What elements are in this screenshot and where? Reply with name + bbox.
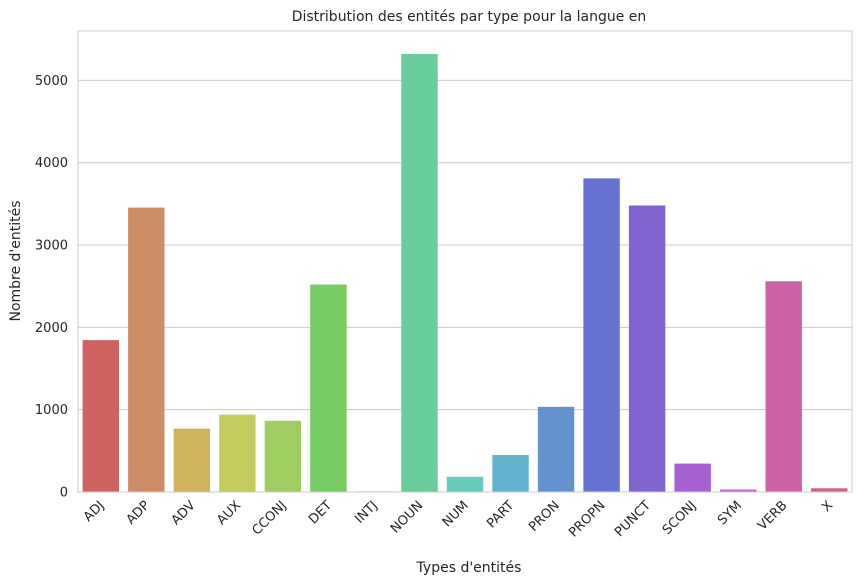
x-tick-label: AUX: [214, 498, 244, 528]
y-tick-label: 4000: [35, 156, 68, 171]
bar-propn: [583, 178, 620, 493]
bar-num: [446, 476, 484, 492]
chart-title: Distribution des entités par type pour l…: [292, 9, 647, 25]
bar-det: [310, 284, 347, 492]
y-tick-label: 1000: [35, 403, 68, 418]
bar-part: [492, 454, 529, 492]
x-tick-label: PRON: [526, 498, 563, 535]
x-tick-label: PART: [484, 498, 517, 531]
bar-noun: [401, 54, 438, 493]
bar-adp: [128, 207, 165, 492]
x-tick-label: SYM: [715, 498, 745, 528]
x-tick-label: PROPN: [566, 498, 608, 540]
bar-adj: [82, 340, 119, 492]
bar-sconj: [674, 463, 711, 492]
y-axis-label: Nombre d'entités: [8, 200, 24, 321]
bar-cconj: [264, 420, 302, 492]
x-tick-label: PUNCT: [612, 498, 654, 540]
bar-aux: [219, 414, 256, 492]
plot-frame: [77, 30, 853, 493]
x-tick-label: ADP: [124, 498, 154, 528]
x-tick-label: VERB: [755, 498, 790, 533]
x-tick-label: X: [819, 498, 836, 515]
bar-verb: [765, 281, 802, 492]
y-tick-label: 5000: [35, 74, 68, 89]
x-tick-labels: ADJ ADP ADV AUX CCONJ DET INTJ NOUN NUM PART PRON P…: [81, 498, 836, 540]
x-tick-label: SCONJ: [660, 498, 700, 538]
x-axis-label: Types d'entités: [416, 560, 522, 576]
x-tick-label: ADV: [169, 498, 199, 528]
y-tick-labels: 0 1000 2000 3000 4000 5000: [35, 74, 68, 501]
bar-adv: [173, 428, 211, 492]
y-tick-label: 2000: [35, 321, 68, 336]
y-tick-label: 0: [60, 486, 68, 501]
x-tick-label: ADJ: [81, 498, 108, 525]
x-tick-label: NOUN: [388, 498, 426, 536]
bar-punct: [628, 205, 666, 492]
bar-x: [811, 488, 848, 492]
bar-sym: [719, 489, 757, 492]
bars: [82, 54, 848, 493]
x-tick-label: CCONJ: [249, 498, 289, 538]
x-tick-label: NUM: [440, 498, 472, 530]
x-tick-label: INTJ: [352, 498, 381, 527]
x-tick-label: DET: [306, 498, 335, 527]
y-tick-label: 3000: [35, 239, 68, 254]
bar-pron: [537, 406, 575, 492]
